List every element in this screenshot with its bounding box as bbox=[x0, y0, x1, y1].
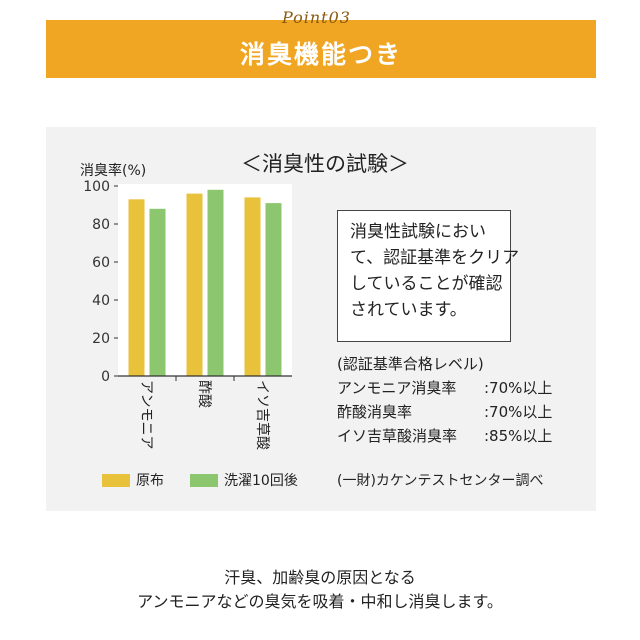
legend-label-washed: 洗濯10回後 bbox=[224, 473, 298, 489]
criteria-value: :70%以上 bbox=[484, 379, 553, 397]
y-tick-label: 60 bbox=[92, 255, 110, 271]
y-tick-label: 20 bbox=[92, 331, 110, 347]
category-label: イソ吉草酸 bbox=[254, 380, 270, 450]
criteria-value: :85%以上 bbox=[484, 427, 553, 445]
criteria-heading: (認証基準合格レベル) bbox=[337, 355, 484, 373]
criteria-block: (認証基準合格レベル) アンモニア消臭率 :70%以上 酢酸消臭率 :70%以上 イ… bbox=[337, 352, 552, 448]
bar-original bbox=[128, 199, 145, 376]
chart-legend: 原布 洗濯10回後 bbox=[102, 470, 324, 490]
criteria-row: アンモニア消臭率 :70%以上 bbox=[337, 376, 552, 400]
bar-washed bbox=[149, 208, 166, 376]
criteria-label: 酢酸消臭率 bbox=[337, 403, 413, 421]
legend-label-original: 原布 bbox=[136, 473, 164, 489]
bar-original bbox=[186, 193, 203, 376]
source-note: (一財)カケンテストセンター調べ bbox=[337, 473, 544, 489]
page-title: 消臭機能つき bbox=[239, 40, 402, 69]
note-box: 消臭性試験におい て、認証基準をクリア していることが確認 されています。 bbox=[337, 210, 520, 342]
legend-swatch-original bbox=[102, 473, 130, 487]
legend-item-original: 原布 bbox=[102, 470, 164, 490]
y-tick-label: 40 bbox=[92, 293, 110, 309]
footer-line-1: 汗臭、加齢臭の原因となる bbox=[224, 568, 416, 587]
criteria-value: :70%以上 bbox=[484, 403, 553, 421]
note-line: て、認証基準をクリア bbox=[350, 248, 520, 268]
legend-swatch-washed bbox=[190, 473, 218, 487]
bar-washed bbox=[265, 203, 282, 376]
y-axis-label: 消臭率(%) bbox=[80, 162, 146, 179]
point-label: Point03 bbox=[282, 8, 351, 27]
footer-text: 汗臭、加齢臭の原因となる アンモニアなどの臭気を吸着・中和し消臭します。 bbox=[0, 566, 640, 614]
category-label: アンモニア bbox=[138, 380, 154, 449]
legend-item-washed: 洗濯10回後 bbox=[190, 470, 298, 490]
chart-title: ＜消臭性の試験＞ bbox=[241, 152, 409, 176]
y-tick-label: 0 bbox=[101, 369, 110, 385]
note-line: 消臭性試験におい bbox=[350, 222, 486, 242]
bar-washed bbox=[207, 189, 224, 376]
footer-line-2: アンモニアなどの臭気を吸着・中和し消臭します。 bbox=[137, 592, 503, 611]
bar-original bbox=[244, 197, 261, 376]
plot-area bbox=[118, 184, 292, 376]
category-label: 酢酸 bbox=[196, 380, 212, 408]
note-line: されています。 bbox=[350, 300, 467, 320]
y-tick-label: 100 bbox=[83, 179, 110, 195]
note-line: していることが確認 bbox=[350, 274, 503, 294]
header-banner: 消臭機能つき bbox=[46, 20, 596, 78]
y-tick-label: 80 bbox=[92, 217, 110, 233]
criteria-row: 酢酸消臭率 :70%以上 bbox=[337, 400, 552, 424]
criteria-row: イソ吉草酸消臭率 :85%以上 bbox=[337, 424, 552, 448]
criteria-label: アンモニア消臭率 bbox=[337, 379, 457, 397]
criteria-label: イソ吉草酸消臭率 bbox=[337, 427, 458, 445]
